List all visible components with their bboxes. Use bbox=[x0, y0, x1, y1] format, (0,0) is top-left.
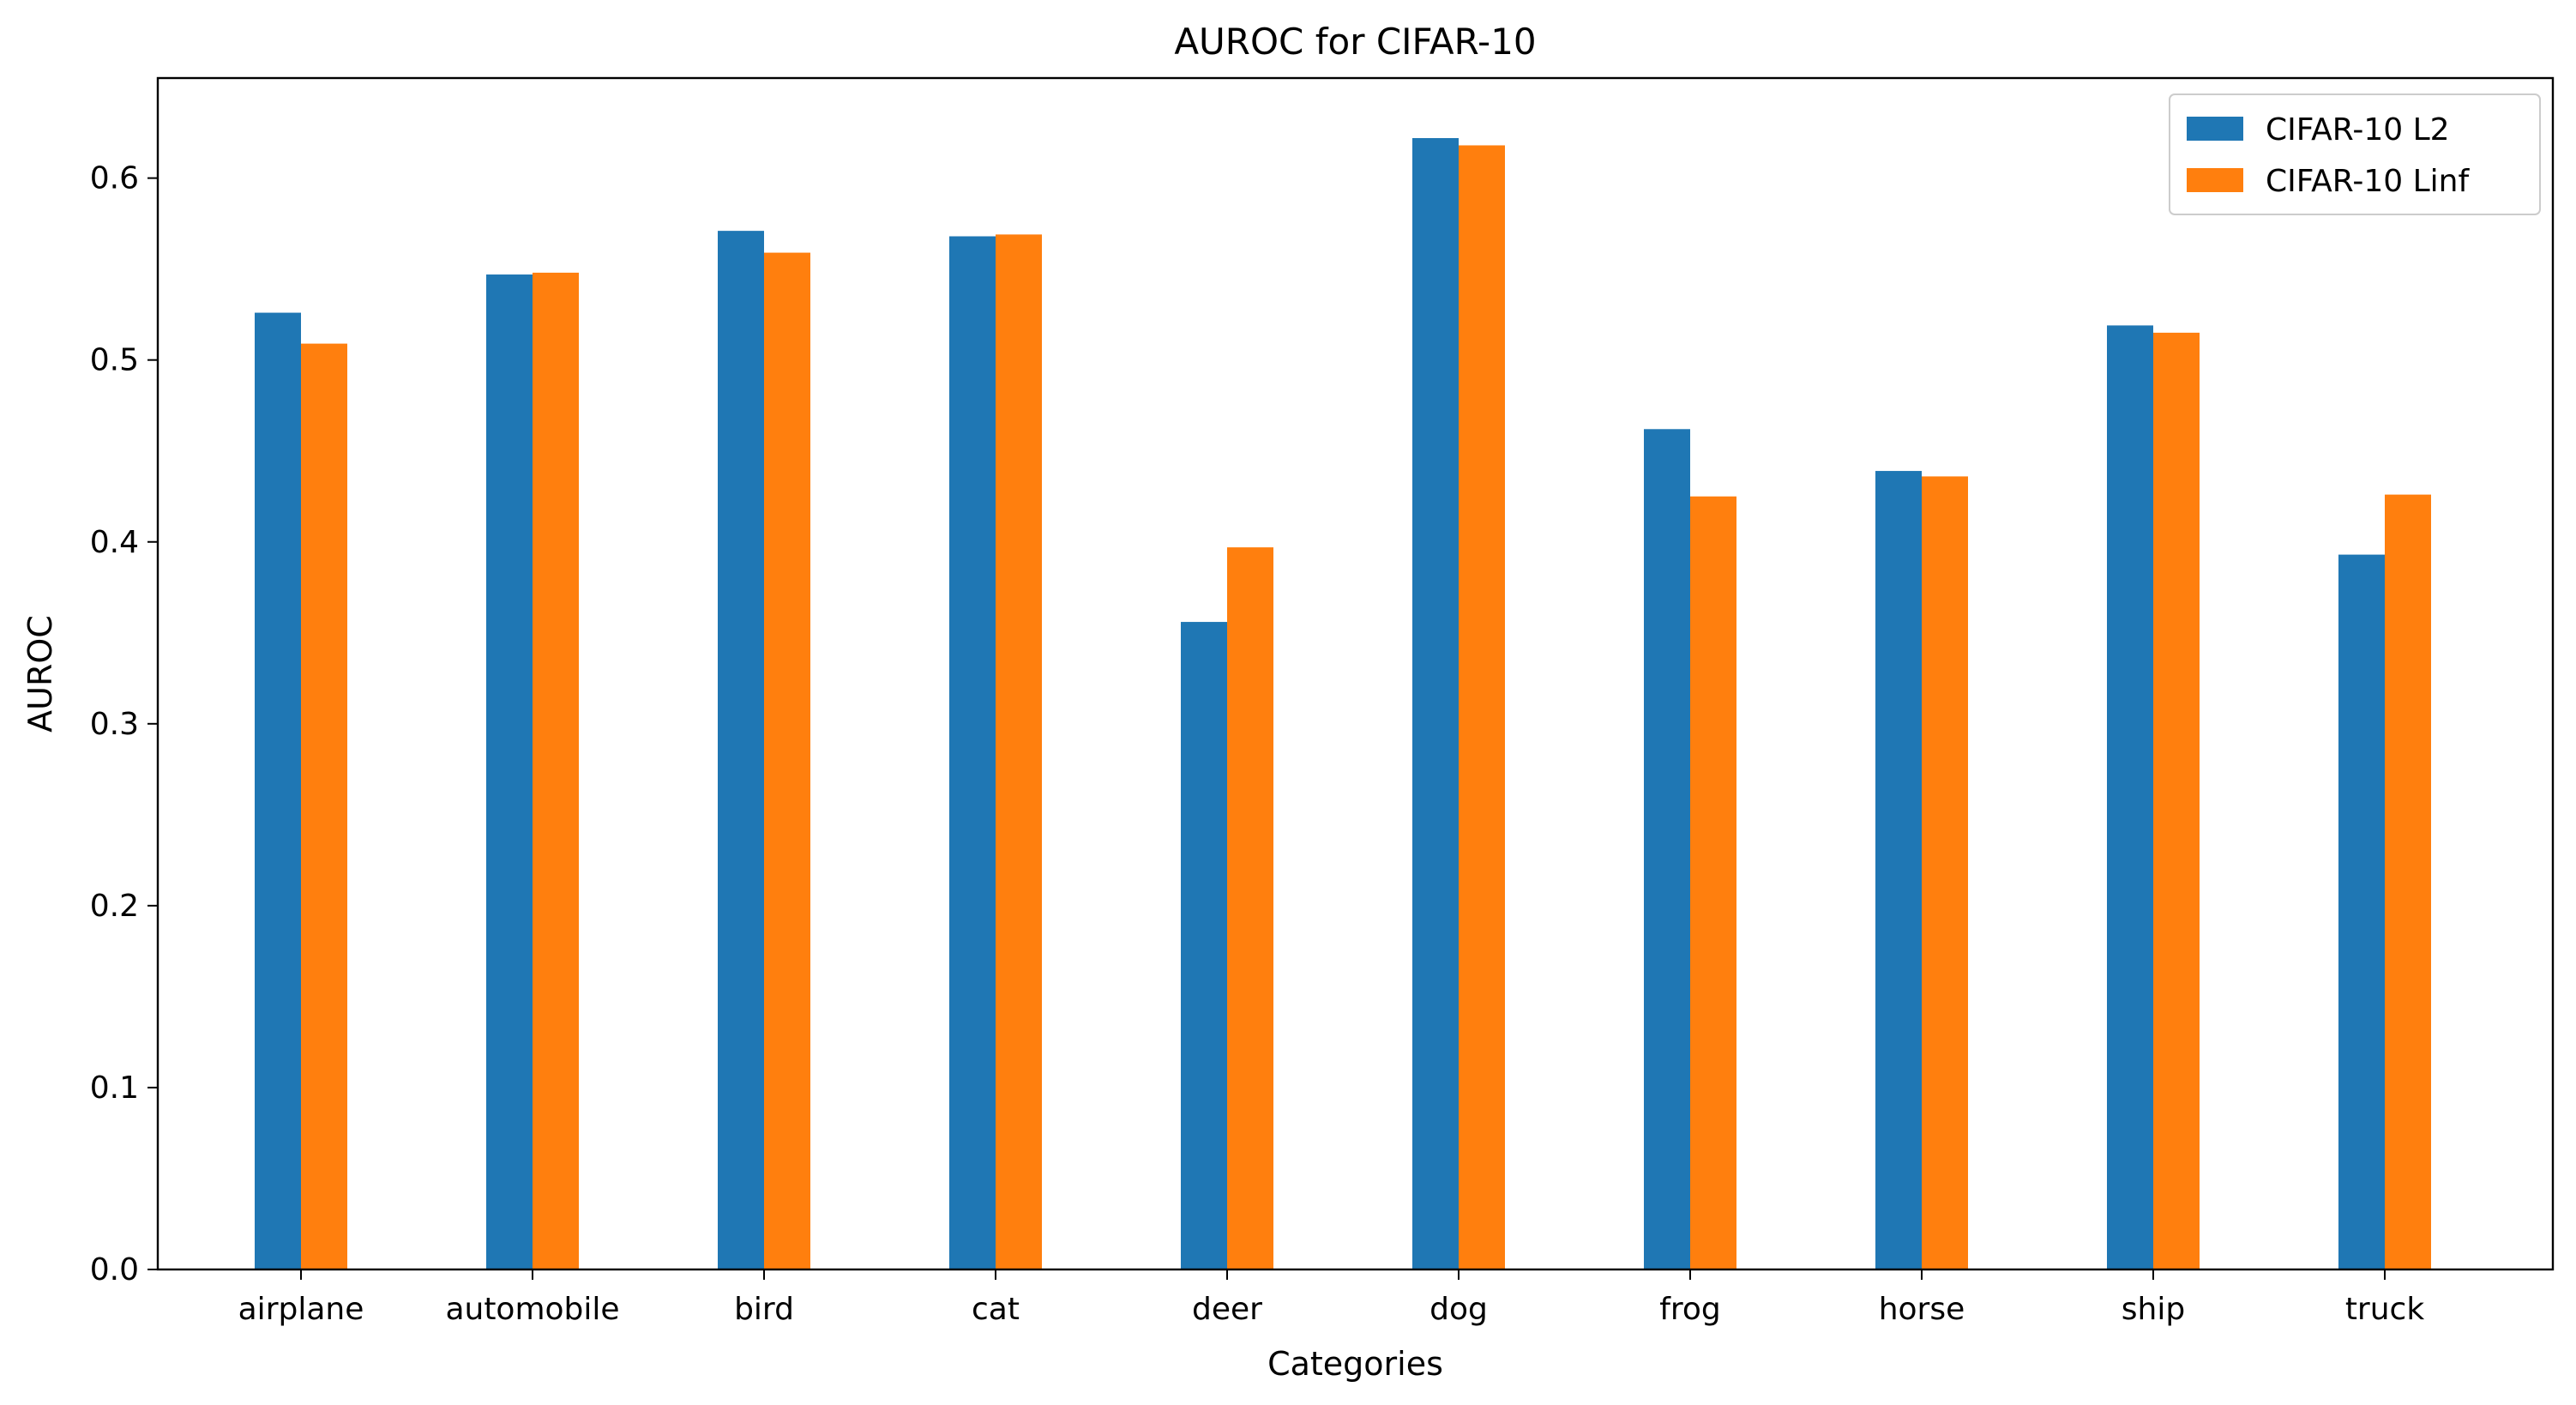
x-tick-label-bird: bird bbox=[734, 1292, 794, 1327]
bar-frog-linf bbox=[1690, 496, 1736, 1269]
y-axis-label: AUROC bbox=[21, 615, 59, 733]
legend-swatch-linf bbox=[2187, 168, 2243, 192]
plot-frame bbox=[156, 76, 2555, 1271]
y-tick-label: 0.6 bbox=[90, 161, 139, 196]
y-tick-label: 0.3 bbox=[90, 707, 139, 742]
y-tick-label: 0.1 bbox=[90, 1070, 139, 1106]
x-tick-label-automobile: automobile bbox=[445, 1292, 619, 1327]
y-axis-ticks: 0.0 0.1 0.2 0.3 0.4 0.5 0.6 bbox=[90, 161, 158, 1287]
bar-automobile-l2 bbox=[486, 274, 533, 1270]
x-tick-label-airplane: airplane bbox=[238, 1292, 364, 1327]
x-tick-label-deer: deer bbox=[1192, 1292, 1262, 1327]
y-tick-label: 0.0 bbox=[90, 1252, 139, 1287]
bar-dog-linf bbox=[1459, 145, 1505, 1269]
bar-deer-linf bbox=[1227, 547, 1273, 1269]
legend-swatch-l2 bbox=[2187, 117, 2243, 141]
bar-deer-l2 bbox=[1181, 622, 1227, 1269]
bar-ship-l2 bbox=[2107, 325, 2153, 1269]
bar-truck-l2 bbox=[2338, 554, 2385, 1269]
bar-cat-linf bbox=[996, 234, 1042, 1269]
x-tick-label-cat: cat bbox=[972, 1292, 1020, 1327]
x-axis-ticks: airplane automobile bird cat deer dog frog hors… bbox=[238, 1269, 2425, 1327]
y-tick-label: 0.5 bbox=[90, 343, 139, 378]
x-tick-label-horse: horse bbox=[1879, 1292, 1965, 1327]
y-tick-label: 0.2 bbox=[90, 889, 139, 924]
bar-truck-linf bbox=[2385, 494, 2431, 1269]
bar-horse-l2 bbox=[1875, 471, 1922, 1269]
x-axis-label: Categories bbox=[1267, 1345, 1443, 1383]
x-tick-label-ship: ship bbox=[2122, 1292, 2185, 1327]
bar-automobile-linf bbox=[533, 272, 579, 1270]
legend-label-linf: CIFAR-10 Linf bbox=[2266, 164, 2470, 199]
legend: CIFAR-10 L2 CIFAR-10 Linf bbox=[2169, 93, 2541, 215]
bar-airplane-linf bbox=[301, 343, 347, 1270]
bars-group bbox=[255, 137, 2431, 1270]
bar-cat-l2 bbox=[949, 236, 996, 1269]
legend-label-l2: CIFAR-10 L2 bbox=[2266, 112, 2450, 148]
bar-dog-l2 bbox=[1412, 137, 1459, 1270]
x-tick-label-dog: dog bbox=[1429, 1292, 1488, 1327]
chart-title: AUROC for CIFAR-10 bbox=[1174, 21, 1536, 63]
bar-airplane-l2 bbox=[255, 312, 301, 1269]
bar-horse-linf bbox=[1922, 476, 1968, 1269]
bar-frog-l2 bbox=[1644, 429, 1690, 1270]
legend-box bbox=[2169, 93, 2541, 215]
x-tick-label-frog: frog bbox=[1659, 1292, 1721, 1327]
bar-bird-linf bbox=[764, 252, 810, 1269]
bar-bird-l2 bbox=[718, 231, 764, 1269]
bar-ship-linf bbox=[2153, 332, 2200, 1269]
x-tick-label-truck: truck bbox=[2345, 1292, 2425, 1327]
y-tick-label: 0.4 bbox=[90, 525, 139, 560]
